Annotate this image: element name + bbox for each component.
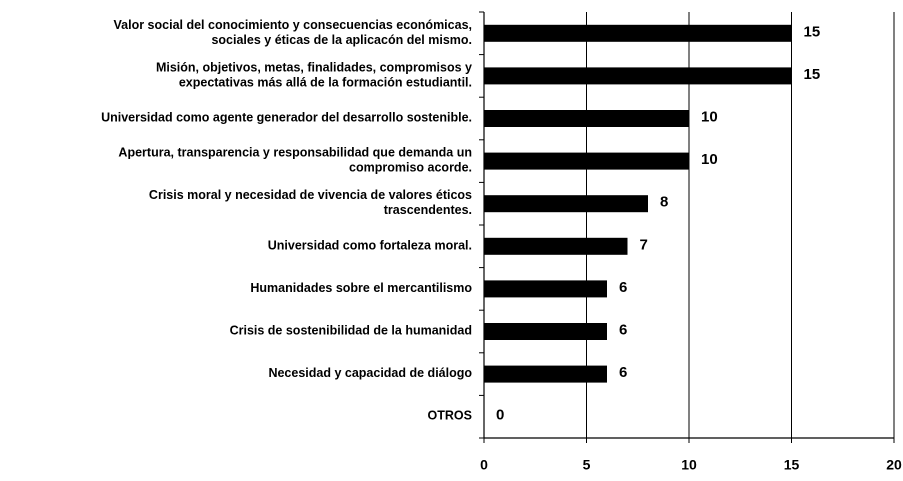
value-label: 15 bbox=[804, 23, 821, 40]
value-label: 6 bbox=[619, 364, 627, 381]
bar bbox=[484, 365, 607, 383]
category-label: Crisis de sostenibilidad de la humanidad bbox=[230, 324, 472, 338]
category-label: Valor social del conocimiento y consecue… bbox=[114, 18, 472, 47]
bar bbox=[484, 110, 689, 127]
bar bbox=[484, 24, 792, 42]
x-tick-label: 20 bbox=[886, 457, 902, 473]
category-label: Humanidades sobre el mercantilismo bbox=[250, 281, 472, 295]
value-label: 8 bbox=[660, 194, 668, 211]
bar bbox=[484, 280, 607, 298]
category-label: OTROS bbox=[428, 409, 472, 423]
category-label: Apertura, transparencia y responsabilida… bbox=[118, 146, 472, 175]
category-label: Universidad como agente generador del de… bbox=[101, 111, 472, 125]
x-tick-label: 0 bbox=[480, 457, 488, 473]
value-label: 7 bbox=[640, 236, 648, 253]
value-label: 6 bbox=[619, 321, 627, 338]
bar bbox=[484, 195, 648, 213]
category-label: Universidad como fortaleza moral. bbox=[268, 239, 472, 253]
value-label: 15 bbox=[804, 66, 821, 83]
x-tick-label: 10 bbox=[681, 457, 697, 473]
category-label: Misión, objetivos, metas, finalidades, c… bbox=[156, 61, 472, 90]
bar bbox=[484, 152, 689, 170]
bar bbox=[484, 323, 607, 340]
x-tick-label: 5 bbox=[583, 457, 591, 473]
category-label: Necesidad y capacidad de diálogo bbox=[268, 366, 472, 380]
value-label: 0 bbox=[496, 407, 504, 424]
value-label: 10 bbox=[701, 151, 718, 168]
bar bbox=[484, 237, 628, 255]
value-label: 6 bbox=[619, 279, 627, 296]
value-label: 10 bbox=[701, 108, 718, 125]
bar bbox=[484, 67, 792, 85]
x-tick-label: 15 bbox=[784, 457, 800, 473]
category-label: Crisis moral y necesidad de vivencia de … bbox=[149, 188, 472, 217]
